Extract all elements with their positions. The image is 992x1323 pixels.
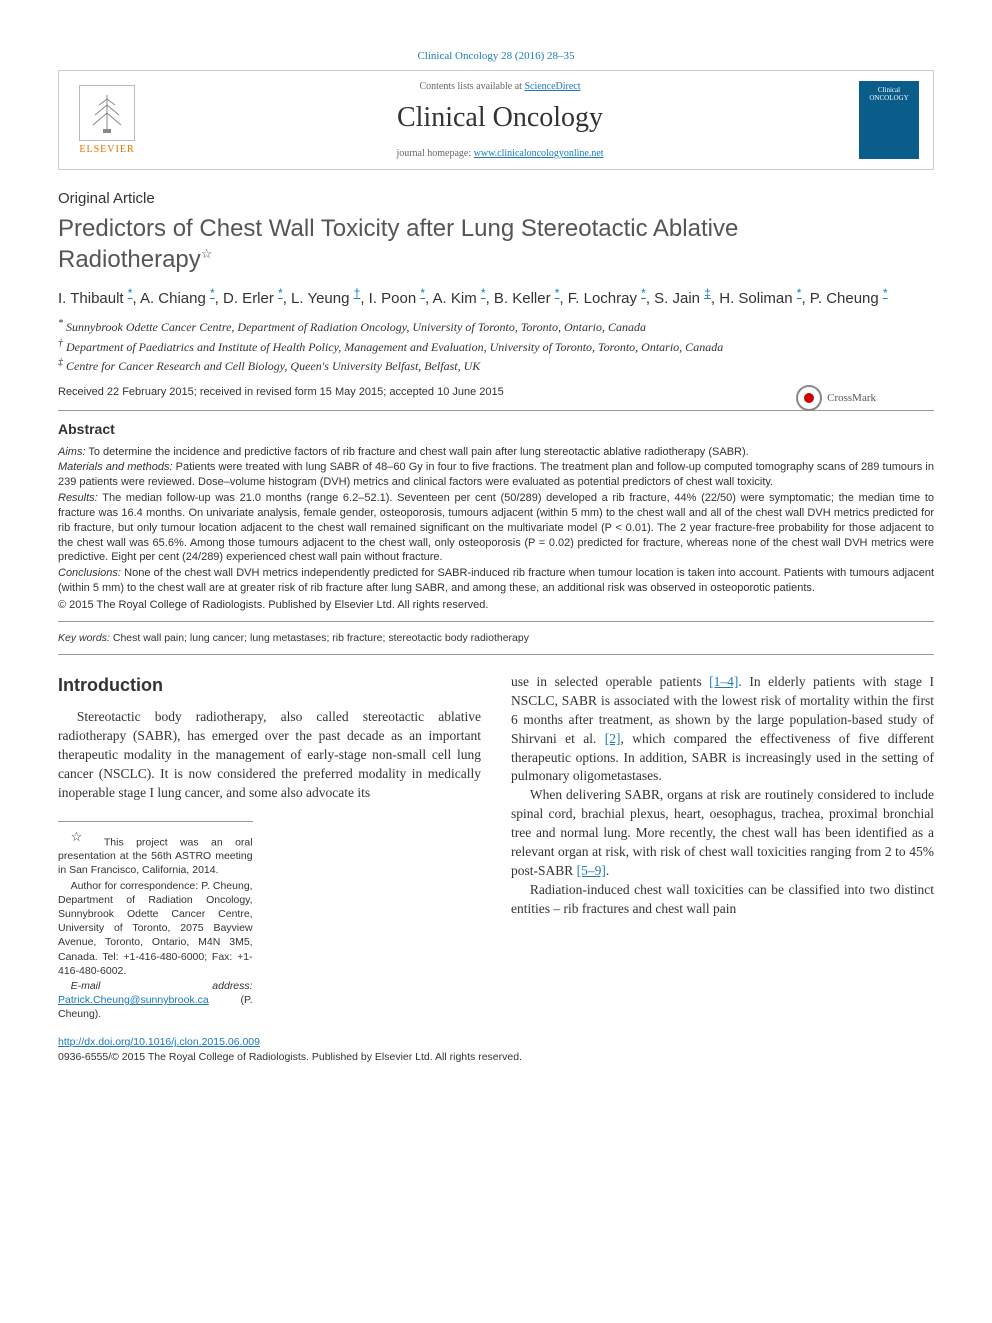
article-type: Original Article bbox=[58, 190, 934, 207]
abstract-block: Abstract Aims: To determine the incidenc… bbox=[58, 421, 934, 611]
abstract-methods: Materials and methods: Patients were tre… bbox=[58, 460, 934, 490]
footnote-star-icon: ☆ bbox=[71, 829, 92, 844]
abstract-results: Results: The median follow-up was 21.0 m… bbox=[58, 491, 934, 565]
methods-label: Materials and methods: bbox=[58, 461, 173, 473]
affiliation-line: † Department of Paediatrics and Institut… bbox=[58, 337, 934, 356]
homepage-link[interactable]: www.clinicaloncologyonline.net bbox=[474, 148, 604, 159]
homepage-line: journal homepage: www.clinicaloncologyon… bbox=[153, 148, 847, 159]
author-aff-link[interactable]: * bbox=[883, 286, 888, 300]
contents-prefix: Contents lists available at bbox=[419, 81, 524, 92]
results-label: Results: bbox=[58, 492, 98, 504]
intro-heading: Introduction bbox=[58, 673, 481, 698]
title-text: Predictors of Chest Wall Toxicity after … bbox=[58, 215, 738, 273]
author: H. Soliman * bbox=[719, 290, 801, 307]
author: A. Kim * bbox=[433, 290, 486, 307]
conclusions-label: Conclusions: bbox=[58, 567, 121, 579]
footnote-email: E-mail address: Patrick.Cheung@sunnybroo… bbox=[58, 979, 253, 1022]
keywords-label: Key words: bbox=[58, 632, 110, 644]
cover-title: Clinical ONCOLOGY bbox=[861, 86, 917, 102]
crossmark-icon bbox=[796, 385, 822, 411]
abstract-conclusions: Conclusions: None of the chest wall DVH … bbox=[58, 566, 934, 596]
author-aff-link[interactable]: * bbox=[420, 286, 425, 300]
abstract-heading: Abstract bbox=[58, 421, 934, 437]
affiliation-line: * Sunnybrook Odette Cancer Centre, Depar… bbox=[58, 317, 934, 336]
footnotes-block: ☆ This project was an oral presentation … bbox=[58, 821, 253, 1022]
ref-link-2[interactable]: [2] bbox=[605, 731, 621, 746]
intro-p1b: use in selected operable patients [1–4].… bbox=[511, 673, 934, 786]
author: L. Yeung † bbox=[291, 290, 360, 307]
footnote-correspondence: Author for correspondence: P. Cheung, De… bbox=[58, 879, 253, 978]
author: I. Poon * bbox=[369, 290, 425, 307]
abstract-aims: Aims: To determine the incidence and pre… bbox=[58, 445, 934, 460]
citation-header: Clinical Oncology 28 (2016) 28–35 bbox=[58, 50, 934, 62]
contents-available-line: Contents lists available at ScienceDirec… bbox=[153, 81, 847, 92]
crossmark-widget[interactable]: CrossMark bbox=[796, 385, 876, 411]
author-aff-link[interactable]: * bbox=[128, 286, 133, 300]
ref-link-1-4[interactable]: [1–4] bbox=[709, 674, 738, 689]
homepage-prefix: journal homepage: bbox=[396, 148, 473, 159]
intro-p1: Stereotactic body radiotherapy, also cal… bbox=[58, 708, 481, 802]
author-aff-link[interactable]: * bbox=[797, 286, 802, 300]
article-title: Predictors of Chest Wall Toxicity after … bbox=[58, 213, 934, 275]
ref-link-5-9[interactable]: [5–9] bbox=[577, 863, 606, 878]
crossmark-label: CrossMark bbox=[827, 392, 876, 404]
intro-p2: When delivering SABR, organs at risk are… bbox=[511, 786, 934, 880]
journal-cover-thumb: Clinical ONCOLOGY bbox=[859, 81, 919, 159]
doi-link[interactable]: http://dx.doi.org/10.1016/j.clon.2015.06… bbox=[58, 1036, 260, 1048]
author: S. Jain ‡ bbox=[654, 290, 711, 307]
author: A. Chiang * bbox=[140, 290, 215, 307]
author-aff-link[interactable]: † bbox=[354, 286, 361, 300]
publisher-name: ELSEVIER bbox=[79, 144, 134, 155]
corresponding-email-link[interactable]: Patrick.Cheung@sunnybrook.ca bbox=[58, 994, 209, 1006]
p2-a: When delivering SABR, organs at risk are… bbox=[511, 787, 934, 878]
elsevier-tree-icon bbox=[79, 85, 135, 141]
page-footer: http://dx.doi.org/10.1016/j.clon.2015.06… bbox=[58, 1035, 934, 1064]
author-aff-link[interactable]: * bbox=[481, 286, 486, 300]
sciencedirect-link[interactable]: ScienceDirect bbox=[524, 81, 580, 92]
author: D. Erler * bbox=[223, 290, 283, 307]
author-aff-link[interactable]: * bbox=[210, 286, 215, 300]
author-aff-link[interactable]: * bbox=[641, 286, 646, 300]
p1b-a: use in selected operable patients bbox=[511, 674, 709, 689]
author: B. Keller * bbox=[494, 290, 560, 307]
affiliation-line: ‡ Centre for Cancer Research and Cell Bi… bbox=[58, 356, 934, 375]
results-text: The median follow-up was 21.0 months (ra… bbox=[58, 492, 934, 563]
rule-below-keywords bbox=[58, 654, 934, 655]
keywords-text: Chest wall pain; lung cancer; lung metas… bbox=[110, 632, 529, 644]
author-aff-link[interactable]: * bbox=[278, 286, 283, 300]
body-columns: Introduction Stereotactic body radiother… bbox=[58, 673, 934, 1021]
abstract-copyright: © 2015 The Royal College of Radiologists… bbox=[58, 599, 934, 611]
author: F. Lochray * bbox=[568, 290, 646, 307]
p2-b: . bbox=[606, 863, 609, 878]
aims-label: Aims: bbox=[58, 446, 86, 458]
methods-text: Patients were treated with lung SABR of … bbox=[58, 461, 934, 488]
author-aff-link[interactable]: * bbox=[555, 286, 560, 300]
footnote-presentation: ☆ This project was an oral presentation … bbox=[58, 828, 253, 878]
author: P. Cheung * bbox=[810, 290, 888, 307]
author: I. Thibault * bbox=[58, 290, 132, 307]
authors-list: I. Thibault *, A. Chiang *, D. Erler *, … bbox=[58, 285, 934, 309]
aims-text: To determine the incidence and predictiv… bbox=[86, 446, 749, 458]
rule-below-abstract bbox=[58, 621, 934, 622]
publisher-logo-block: ELSEVIER bbox=[73, 85, 141, 155]
title-note-symbol: ☆ bbox=[201, 246, 213, 261]
email-label: E-mail address: bbox=[71, 980, 253, 992]
conclusions-text: None of the chest wall DVH metrics indep… bbox=[58, 567, 934, 594]
journal-name: Clinical Oncology bbox=[153, 102, 847, 134]
keywords-line: Key words: Chest wall pain; lung cancer;… bbox=[58, 632, 934, 644]
masthead: ELSEVIER Contents lists available at Sci… bbox=[58, 70, 934, 170]
affiliations-list: * Sunnybrook Odette Cancer Centre, Depar… bbox=[58, 317, 934, 375]
intro-p3: Radiation-induced chest wall toxicities … bbox=[511, 881, 934, 919]
issn-copyright-line: 0936-6555/© 2015 The Royal College of Ra… bbox=[58, 1051, 522, 1063]
author-aff-link[interactable]: ‡ bbox=[704, 286, 711, 300]
